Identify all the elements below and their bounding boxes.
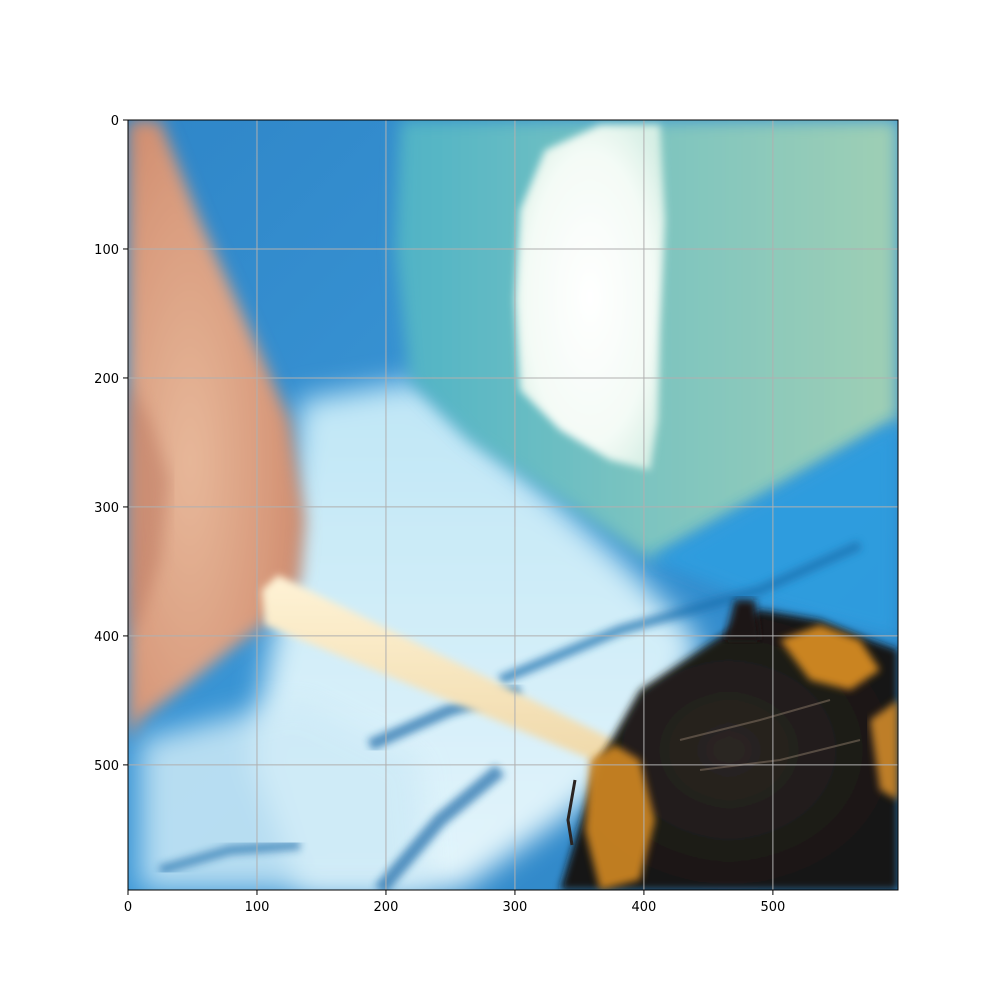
axes-frame — [127, 119, 899, 891]
finger — [128, 120, 305, 740]
x-tick-label: 400 — [631, 900, 656, 915]
bee-antenna — [725, 600, 760, 640]
bee-leg — [566, 779, 577, 846]
finger-shadow — [128, 380, 170, 640]
ice-block — [515, 125, 665, 470]
bee-orange-band — [780, 625, 880, 690]
x-tick-label: 500 — [760, 900, 785, 915]
bee-orange-band-right — [870, 700, 898, 800]
bee-fur-highlight — [679, 699, 861, 771]
bee-orange-band-left — [585, 745, 655, 890]
y-tick-label: 300 — [94, 501, 119, 516]
y-axis: 0 100 200 300 400 500 — [94, 114, 128, 774]
x-tick-label: 0 — [124, 900, 132, 915]
dark-streak — [158, 840, 301, 875]
y-tick-label: 0 — [111, 114, 119, 129]
y-tick-label: 100 — [94, 243, 119, 258]
y-tick-label: 500 — [94, 759, 119, 774]
x-tick-label: 300 — [503, 900, 528, 915]
dark-streak — [374, 764, 505, 890]
wooden-stick — [262, 575, 630, 768]
bumblebee — [560, 600, 898, 890]
y-tick-label: 200 — [94, 372, 119, 387]
x-axis: 0 100 200 300 400 500 — [124, 890, 785, 915]
light-floor-lower — [140, 700, 430, 890]
x-tick-label: 100 — [245, 900, 270, 915]
dark-streak — [498, 540, 863, 685]
y-tick-label: 400 — [94, 630, 119, 645]
blue-edge-right — [650, 420, 898, 640]
photo — [128, 120, 898, 890]
x-tick-label: 200 — [374, 900, 399, 915]
